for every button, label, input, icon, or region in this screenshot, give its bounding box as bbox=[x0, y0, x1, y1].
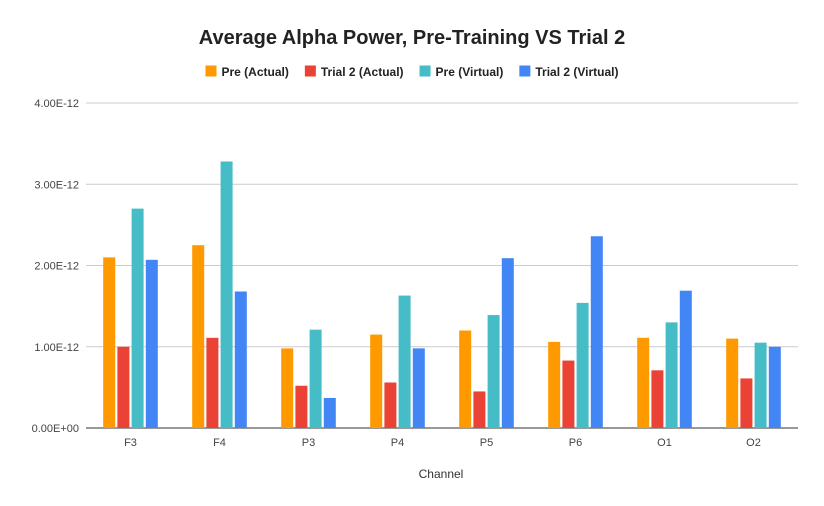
x-tick-label: P3 bbox=[302, 437, 315, 449]
bar-p5-series-3 bbox=[487, 315, 500, 428]
legend-label: Trial 2 (Actual) bbox=[321, 65, 404, 79]
bar-f4-series-4 bbox=[234, 291, 247, 428]
legend-label: Pre (Virtual) bbox=[436, 65, 504, 79]
bar-p5-series-1 bbox=[459, 330, 472, 428]
gridlines bbox=[86, 102, 798, 429]
legend-swatch bbox=[519, 65, 531, 77]
bar-o1-series-4 bbox=[679, 290, 692, 428]
bar-p6-series-3 bbox=[576, 302, 589, 428]
bar-o2-series-2 bbox=[740, 378, 753, 428]
bar-f3-series-1 bbox=[103, 257, 116, 428]
x-tick-label: F3 bbox=[124, 437, 137, 449]
bar-p5-series-4 bbox=[501, 258, 514, 428]
y-axis-ticks: 0.00E+00 1.00E-12 2.00E-12 3.00E-12 4.00E-12 bbox=[32, 98, 79, 435]
legend-item: Pre (Virtual) bbox=[419, 65, 504, 79]
bar-p4-series-3 bbox=[398, 295, 411, 428]
chart-title: Average Alpha Power, Pre-Training VS Tri… bbox=[199, 27, 625, 49]
bar-o2-series-3 bbox=[754, 342, 767, 428]
y-tick-label: 3.00E-12 bbox=[34, 179, 79, 191]
bar-f4-series-2 bbox=[206, 337, 219, 428]
legend-swatch bbox=[205, 65, 217, 77]
y-tick-label: 0.00E+00 bbox=[32, 423, 79, 435]
bar-o2-series-4 bbox=[768, 346, 781, 428]
y-tick-label: 2.00E-12 bbox=[34, 261, 79, 273]
bar-f4-series-1 bbox=[192, 245, 205, 428]
bar-p5-series-2 bbox=[473, 391, 486, 428]
bar-p4-series-2 bbox=[384, 382, 397, 428]
x-tick-label: F4 bbox=[213, 437, 226, 449]
bar-f3-series-4 bbox=[145, 259, 158, 428]
legend-item: Trial 2 (Virtual) bbox=[519, 65, 619, 79]
legend-item: Pre (Actual) bbox=[205, 65, 289, 79]
legend-label: Trial 2 (Virtual) bbox=[535, 65, 618, 79]
x-tick-label: P6 bbox=[569, 437, 582, 449]
legend-swatch bbox=[304, 65, 316, 77]
legend-item: Trial 2 (Actual) bbox=[304, 65, 404, 79]
x-tick-label: O2 bbox=[746, 437, 761, 449]
y-tick-label: 1.00E-12 bbox=[34, 342, 79, 354]
bar-p6-series-1 bbox=[548, 341, 561, 428]
bar-o1-series-2 bbox=[651, 370, 664, 428]
x-axis-ticks: F3 F4 P3 P4 P5 P6 O1 O2 bbox=[124, 437, 761, 449]
legend-swatch bbox=[419, 65, 431, 77]
bar-o1-series-3 bbox=[665, 322, 678, 428]
chart-legend: Pre (Actual) Trial 2 (Actual) Pre (Virtual… bbox=[205, 65, 619, 79]
bar-f3-series-3 bbox=[131, 208, 144, 428]
x-axis-title: Channel bbox=[419, 467, 464, 481]
bar-p4-series-4 bbox=[412, 348, 425, 428]
bar-f4-series-3 bbox=[220, 161, 233, 428]
x-tick-label: P4 bbox=[391, 437, 404, 449]
bar-p4-series-1 bbox=[370, 334, 383, 428]
legend-label: Pre (Actual) bbox=[222, 65, 289, 79]
bar-p3-series-2 bbox=[295, 385, 308, 428]
bar-f3-series-2 bbox=[117, 346, 130, 428]
bar-o1-series-1 bbox=[637, 337, 650, 428]
bar-o2-series-1 bbox=[726, 338, 739, 428]
bar-p3-series-4 bbox=[323, 397, 336, 428]
x-tick-label: O1 bbox=[657, 437, 672, 449]
bar-p3-series-3 bbox=[309, 329, 322, 428]
bars bbox=[103, 161, 781, 428]
y-tick-label: 4.00E-12 bbox=[34, 98, 79, 110]
x-tick-label: P5 bbox=[480, 437, 493, 449]
bar-p3-series-1 bbox=[281, 348, 294, 428]
bar-p6-series-2 bbox=[562, 360, 575, 428]
bar-p6-series-4 bbox=[590, 236, 603, 428]
